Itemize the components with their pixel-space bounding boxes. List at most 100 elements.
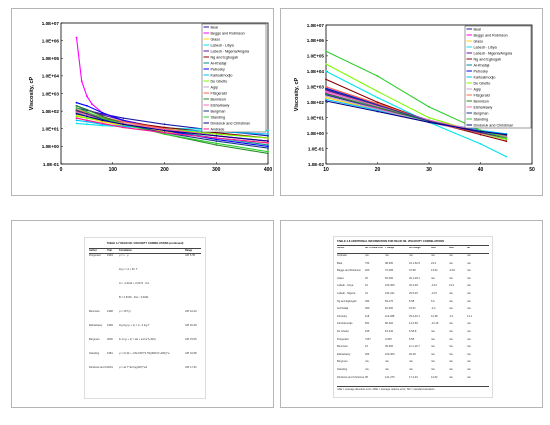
doc4-cell: n/a: [449, 360, 453, 364]
doc4-cell: 114-288: [385, 314, 395, 318]
data-point-de-ghetto: [215, 133, 218, 135]
legend-label-labedi-libya: Labedi - Libya: [474, 45, 498, 49]
doc3-table-row: Standing 1981 μ = (0.32 + 1.8e7/API^4.53)(…: [89, 352, 201, 364]
x-tick-label: 400: [264, 167, 273, 173]
doc4-cell: 14.4-59: [409, 322, 418, 326]
data-point-andrade: [86, 119, 88, 122]
doc4-header-cell: T Range: [385, 247, 395, 249]
doc4-cell: 15-51: [409, 307, 416, 311]
doc4-cell: n/a: [385, 368, 389, 371]
x-tick-label: 300: [212, 167, 221, 173]
doc3-formula: log ν = A + B / T: [119, 268, 138, 271]
x-tick-label: 10: [323, 167, 329, 173]
slide-thumbnail-1[interactable]: 1.0E-01 1.0E+00 1.0E+01 1.0E+02 1.0E+03 1.0E+…: [11, 8, 274, 196]
data-point-labedi-libya: [505, 155, 508, 158]
doc4-table-row: Bennison 16 39-300 11.1-19.7 n/a n/a n/a: [337, 345, 489, 352]
doc4-cell: n/a: [449, 352, 453, 356]
legend-label-dindoruk-and-christman: Dindoruk and Christman: [474, 123, 514, 127]
y-tick-label: 1.0E+04: [42, 74, 60, 79]
doc4-cell: n/a: [431, 345, 435, 349]
data-point-standing: [325, 50, 327, 53]
data-point-bennison: [325, 92, 327, 95]
doc4-cell: Petrosky: [337, 314, 348, 318]
data-point-labedi-libya: [325, 70, 327, 73]
doc4-cell: 91: [365, 284, 368, 288]
doc3-table-row: Bergman 2000 ln ln (μ + 1) = a0 + a1 ln(T+…: [89, 338, 201, 350]
data-point-de-ghetto: [376, 90, 379, 93]
doc4-cell: n/a: [431, 352, 435, 356]
doc4-cell: 60-300: [385, 307, 394, 311]
doc4-cell: n/a: [385, 360, 389, 364]
data-point-andrade: [163, 131, 166, 134]
legend-label-kartoatmodjo: Kartoatmodjo: [474, 75, 496, 79]
data-point-bennison: [267, 152, 269, 155]
doc4-cell: 100-306: [385, 284, 395, 288]
legend-label-ng-and-egbogah: Ng and Egbogah: [474, 57, 502, 61]
data-point-ng-and-egbogah: [505, 140, 508, 143]
doc4-header-cell: Author: [337, 247, 345, 249]
legend-label-bergman: Bergman: [211, 109, 226, 113]
data-point-de-ghetto: [428, 116, 430, 119]
data-point-agip: [376, 108, 379, 111]
doc4-cell: n/a: [467, 254, 471, 257]
doc4-table-row: Glaso 26 50-300 20.1-48.1 n/a n/a n/a: [337, 277, 489, 284]
y-tick-label: 1.0E+03: [307, 85, 325, 90]
doc4-cell: -3.1: [449, 314, 454, 318]
doc3-year: 2000: [107, 338, 113, 341]
slide-thumbnail-3[interactable]: TABLE 4-7 DEAD OIL VISCOSITY CORRELATION…: [11, 220, 274, 408]
data-point-kartoatmodjo: [267, 133, 269, 135]
legend-label-dindoruk-and-christman: Dindoruk and Christman: [211, 121, 251, 125]
data-point-petrosky: [101, 111, 104, 114]
x-tick-label: 100: [109, 167, 118, 173]
data-point-andrade: [267, 141, 269, 144]
legend-label-ng-and-egbogah: Ng and Egbogah: [211, 55, 239, 59]
slide-thumbnail-4[interactable]: TABLE 4-8 ADDITIONAL INFORMATION FOR DEA…: [280, 220, 543, 408]
data-point-standing: [215, 142, 218, 145]
doc4-footnote: AAE = average absolute error; ARE = aver…: [337, 386, 489, 391]
data-point-petrosky: [122, 119, 124, 122]
data-point-petrosky: [75, 101, 78, 104]
doc4-cell: -2.61: [431, 284, 437, 288]
y-tick-label: 1.0E+00: [42, 144, 60, 149]
doc4-table-row: Elsharkawy 254 100-300 20-48 n/a n/a n/a: [337, 353, 489, 360]
data-point-ng-and-egbogah: [376, 101, 379, 104]
y-tick-label: 1.0E+00: [307, 131, 325, 136]
data-point-dindoruk-and-christman: [215, 134, 218, 137]
data-point-labedi-libya: [267, 129, 269, 132]
legend-label-beggs-and-robinson: Beggs and Robinson: [211, 31, 245, 35]
doc4-cell: 17.4-40: [409, 375, 418, 379]
doc3-range: API 5-55: [185, 254, 196, 257]
doc4-cell: 7267: [365, 337, 371, 341]
doc3-formula: log log (μ + 1) = a - b log T: [119, 324, 150, 327]
doc4-cell: 21.2: [449, 284, 455, 288]
data-point-dindoruk-and-christman: [267, 140, 269, 143]
y-tick-label: 1.0E+06: [307, 38, 325, 43]
legend-label-petrosky: Petrosky: [474, 69, 489, 73]
data-point-dindoruk-and-christman: [122, 123, 124, 126]
doc4-cell: 98-250: [385, 261, 394, 265]
data-point-de-ghetto: [86, 117, 88, 119]
data-point-kartoatmodjo: [75, 119, 78, 122]
doc4-cell: 5-58: [409, 299, 415, 303]
x-tick-label: 0: [60, 167, 63, 173]
doc4-cell: Al-Khafaji: [337, 307, 349, 311]
doc4-cell: n/a: [431, 360, 435, 364]
data-point-beggs-and-robinson: [91, 103, 93, 105]
doc4-cell: n/a: [467, 276, 471, 280]
legend-label-elsharkawy: Elsharkawy: [474, 105, 493, 109]
data-point-bergman: [86, 113, 88, 115]
doc3-range: API 16-58: [185, 352, 197, 355]
correlation-table-page: TABLE 4-7 DEAD OIL VISCOSITY CORRELATION…: [84, 237, 206, 399]
doc4-cell: n/a: [449, 337, 453, 341]
legend-label-standing: Standing: [211, 115, 226, 119]
legend-label-de-ghetto: De Ghetto: [211, 79, 228, 83]
doc4-cell: 50-300: [385, 276, 394, 280]
doc4-cell: 20.1-48.1: [409, 276, 420, 280]
data-point-dindoruk-and-christman: [505, 133, 508, 136]
doc3-table-row: Bennison 1998 μ = 10^(x) API 10-20: [89, 310, 201, 322]
doc4-table-row: Bergman n/a n/a n/a n/a n/a n/a: [337, 360, 489, 367]
doc4-cell: n/a: [467, 330, 471, 333]
viscosity-vs-temperature-chart: 1.0E-01 1.0E+00 1.0E+01 1.0E+02 1.0E+03 1.0E+…: [29, 21, 273, 173]
doc3-range: API 10-20: [185, 310, 197, 313]
slide-thumbnail-2[interactable]: 1.0E-02 1.0E-01 1.0E+00 1.0E+01 1.0E+02 1.0E+…: [280, 8, 543, 196]
